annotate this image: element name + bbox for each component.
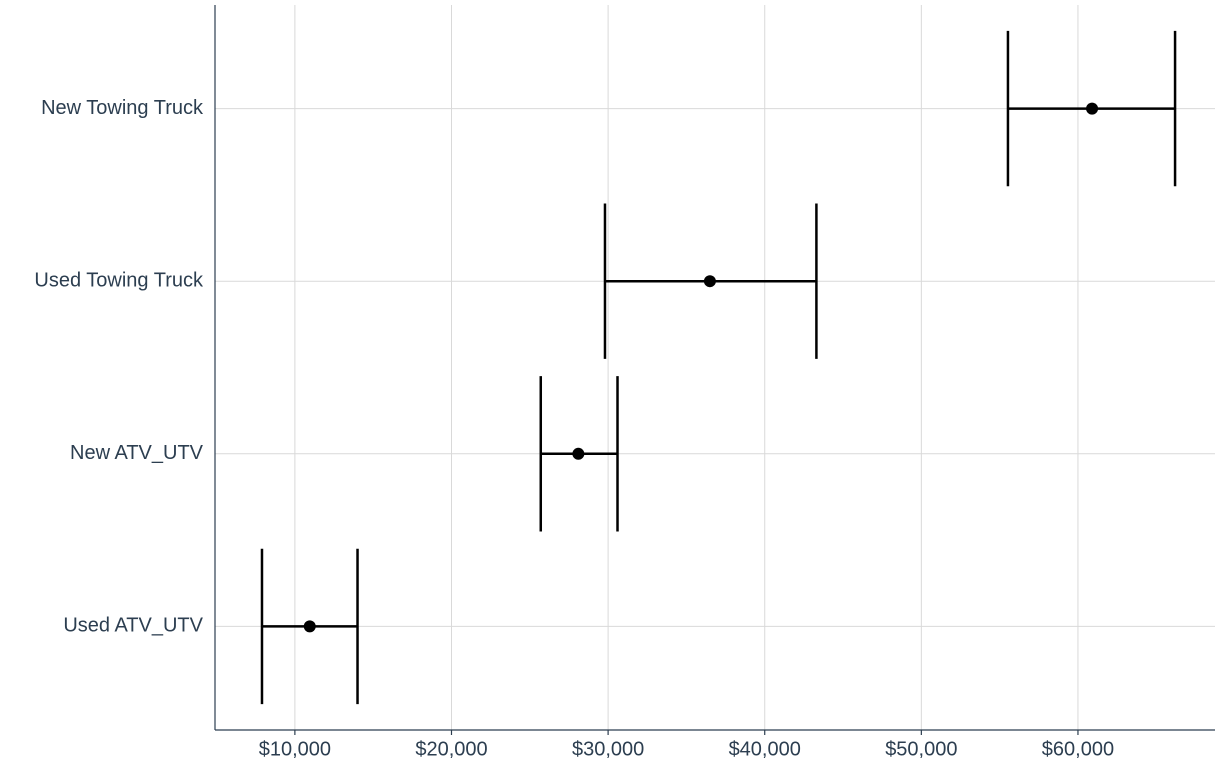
point [703, 275, 716, 288]
x-tick-label: $20,000 [415, 738, 487, 760]
point [1086, 102, 1099, 115]
point [572, 447, 585, 460]
x-tick-label: $50,000 [885, 738, 957, 760]
point [303, 620, 316, 633]
y-tick-label: New Towing Truck [41, 97, 204, 119]
x-tick-label: $10,000 [259, 738, 331, 760]
x-tick-label: $60,000 [1042, 738, 1114, 760]
y-tick-label: New ATV_UTV [70, 442, 204, 464]
y-tick-label: Used Towing Truck [34, 269, 204, 291]
x-tick-label: $30,000 [572, 738, 644, 760]
x-tick-label: $40,000 [729, 738, 801, 760]
y-tick-label: Used ATV_UTV [63, 615, 203, 637]
